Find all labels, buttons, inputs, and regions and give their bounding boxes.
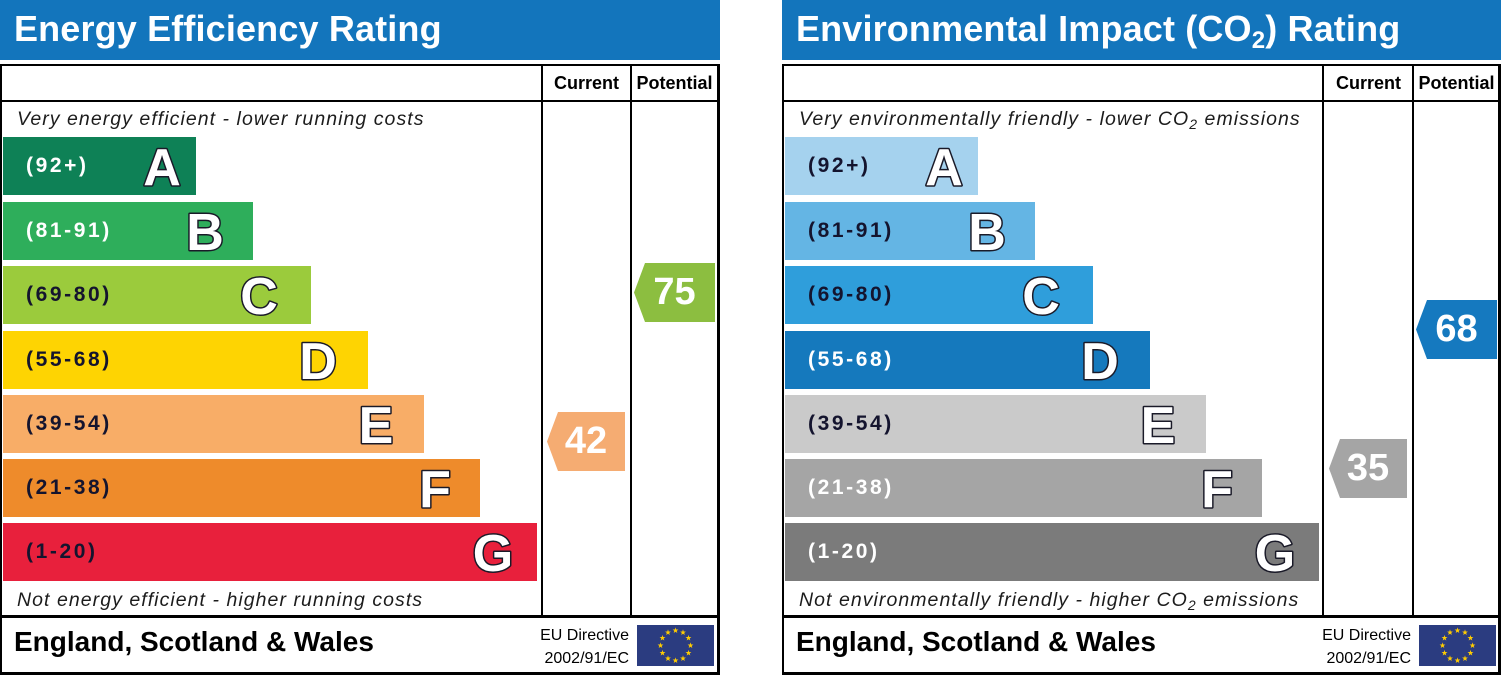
svg-text:E: E [359, 397, 394, 454]
svg-text:G: G [1254, 525, 1294, 582]
svg-text:B: B [968, 204, 1006, 261]
svg-text:A: A [925, 139, 963, 196]
svg-text:D: D [299, 333, 337, 390]
svg-text:G: G [472, 525, 512, 582]
svg-text:C: C [240, 268, 278, 325]
svg-text:C: C [1022, 268, 1060, 325]
svg-text:E: E [1141, 397, 1176, 454]
svg-text:F: F [1201, 461, 1233, 518]
svg-text:A: A [143, 139, 181, 196]
svg-text:B: B [186, 204, 224, 261]
svg-text:F: F [419, 461, 451, 518]
svg-text:D: D [1081, 333, 1119, 390]
